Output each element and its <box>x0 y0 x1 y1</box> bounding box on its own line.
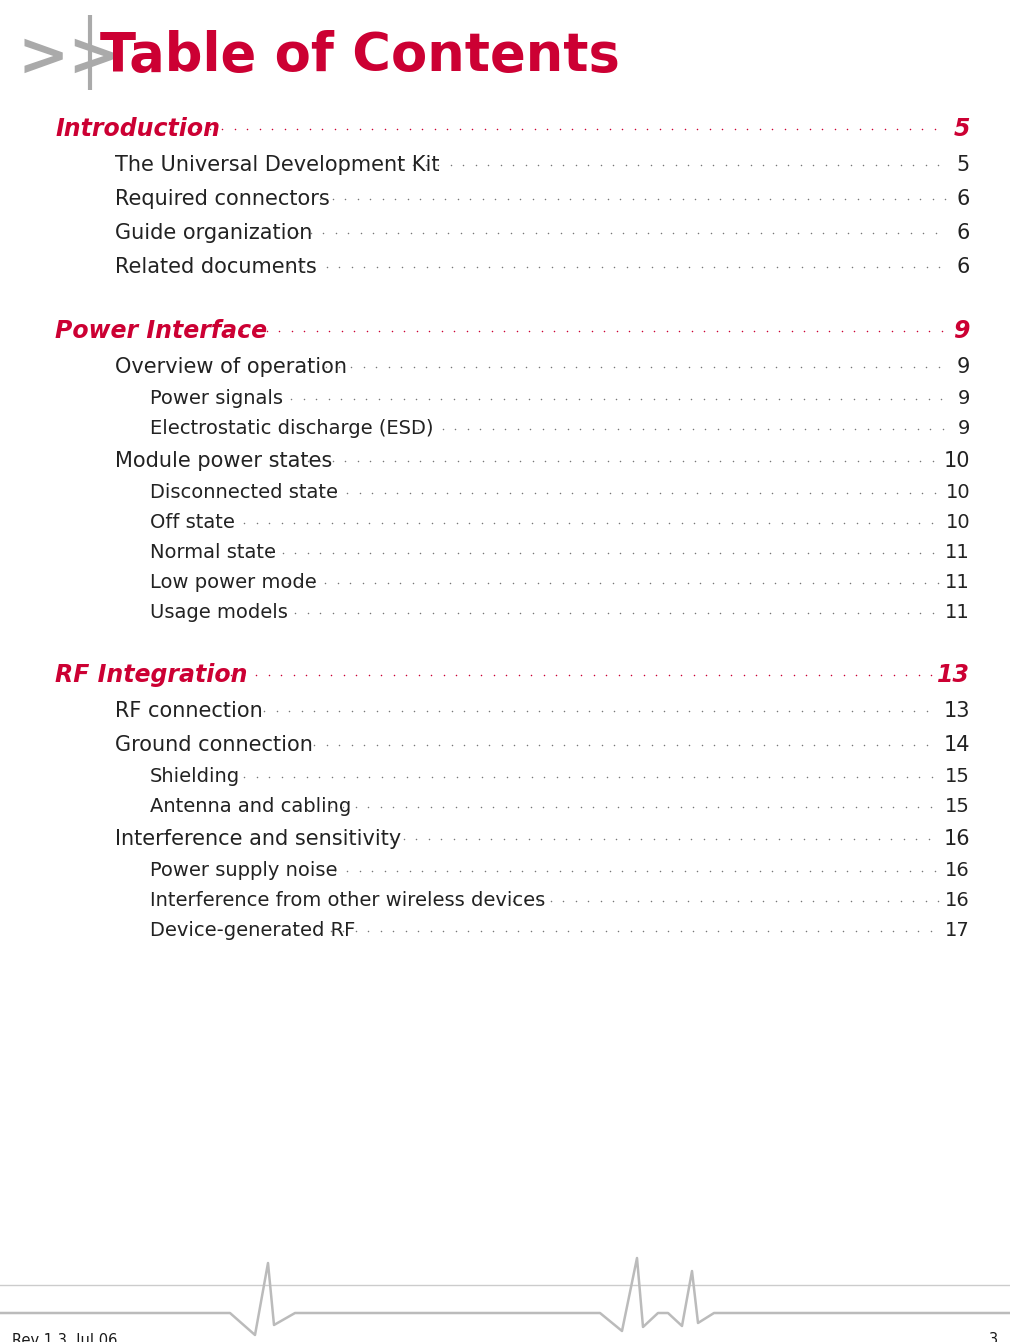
Text: Low power mode: Low power mode <box>150 573 317 593</box>
Text: Guide organization: Guide organization <box>115 223 312 243</box>
Text: 15: 15 <box>945 797 970 816</box>
Text: 10: 10 <box>943 451 970 471</box>
Text: Power supply noise: Power supply noise <box>150 862 337 880</box>
Text: 16: 16 <box>943 829 970 849</box>
Text: 11: 11 <box>945 573 970 593</box>
Text: 17: 17 <box>945 922 970 941</box>
Text: 16: 16 <box>945 862 970 880</box>
Text: 9: 9 <box>957 420 970 439</box>
Text: 9: 9 <box>956 357 970 377</box>
Text: Usage models: Usage models <box>150 604 288 623</box>
Text: Related documents: Related documents <box>115 258 317 276</box>
Text: Module power states: Module power states <box>115 451 332 471</box>
Text: 9: 9 <box>957 389 970 408</box>
Text: 5: 5 <box>953 117 970 141</box>
Text: 13: 13 <box>937 663 970 687</box>
Text: RF Integration: RF Integration <box>55 663 247 687</box>
Text: 3: 3 <box>989 1333 998 1342</box>
Text: Disconnected state: Disconnected state <box>150 483 338 502</box>
Text: 10: 10 <box>945 483 970 502</box>
Text: Overview of operation: Overview of operation <box>115 357 347 377</box>
Text: 10: 10 <box>945 514 970 533</box>
Text: Power signals: Power signals <box>150 389 283 408</box>
Text: 6: 6 <box>956 223 970 243</box>
Text: 6: 6 <box>956 189 970 209</box>
Text: Introduction: Introduction <box>55 117 220 141</box>
Text: Power Interface: Power Interface <box>55 319 267 344</box>
Text: Normal state: Normal state <box>150 544 276 562</box>
Text: 16: 16 <box>945 891 970 910</box>
Text: Required connectors: Required connectors <box>115 189 329 209</box>
Text: 15: 15 <box>945 768 970 786</box>
Text: Rev 1.3  Jul.06: Rev 1.3 Jul.06 <box>12 1333 117 1342</box>
Text: Off state: Off state <box>150 514 235 533</box>
Text: Shielding: Shielding <box>150 768 240 786</box>
Text: The Universal Development Kit: The Universal Development Kit <box>115 154 439 174</box>
Text: Device-generated RF: Device-generated RF <box>150 922 356 941</box>
Text: 13: 13 <box>943 701 970 721</box>
Text: Interference from other wireless devices: Interference from other wireless devices <box>150 891 545 910</box>
Text: Ground connection: Ground connection <box>115 735 313 756</box>
Text: Electrostatic discharge (ESD): Electrostatic discharge (ESD) <box>150 420 433 439</box>
Text: 11: 11 <box>945 544 970 562</box>
Text: Table of Contents: Table of Contents <box>100 30 620 82</box>
Text: RF connection: RF connection <box>115 701 263 721</box>
Text: Antenna and cabling: Antenna and cabling <box>150 797 351 816</box>
Text: >>: >> <box>18 28 120 87</box>
Text: 14: 14 <box>943 735 970 756</box>
Text: Interference and sensitivity: Interference and sensitivity <box>115 829 401 849</box>
Text: 6: 6 <box>956 258 970 276</box>
Text: 11: 11 <box>945 604 970 623</box>
Text: 5: 5 <box>956 154 970 174</box>
Text: 9: 9 <box>953 319 970 344</box>
